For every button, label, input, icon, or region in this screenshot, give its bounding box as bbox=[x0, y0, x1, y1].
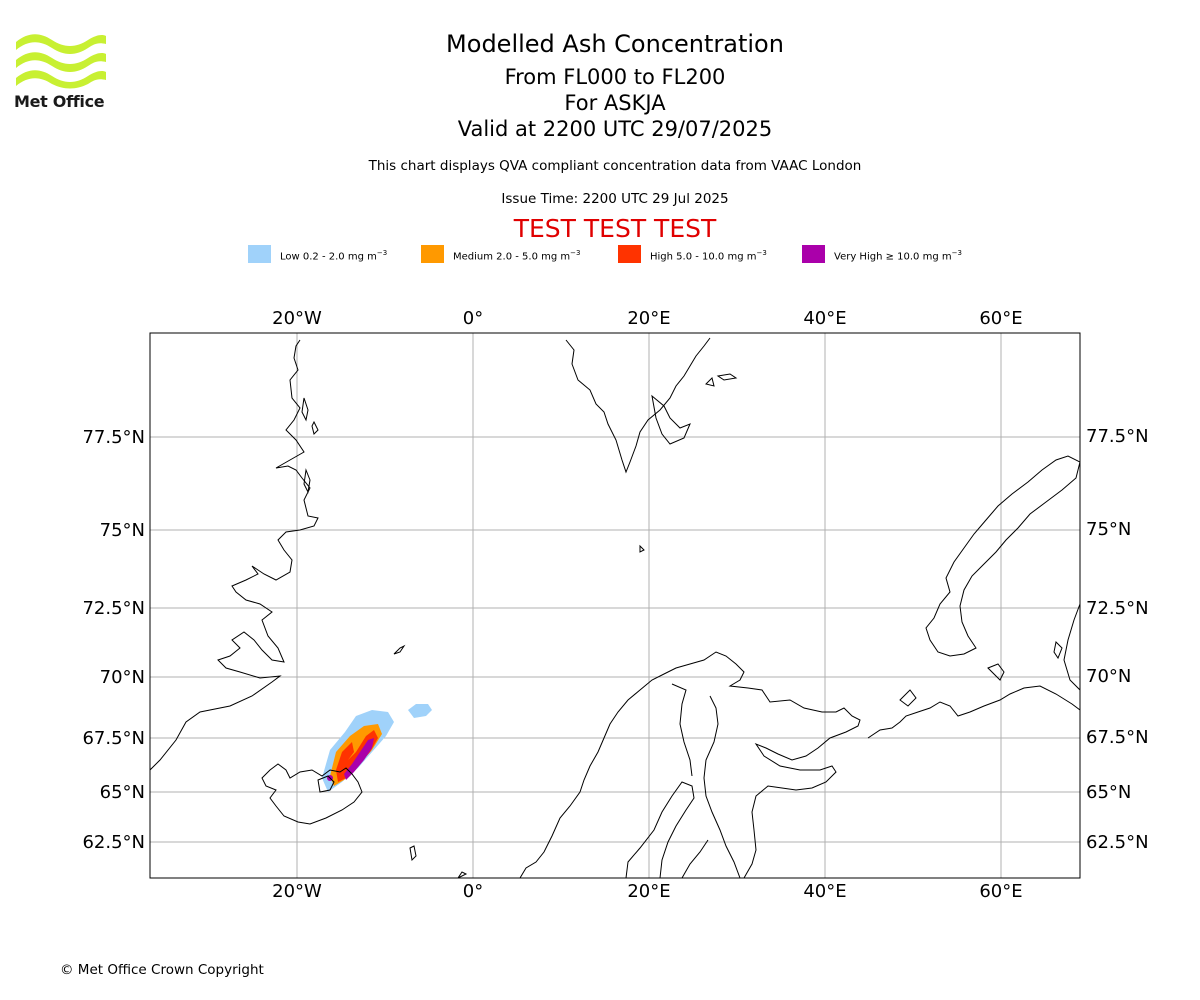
ash-plume bbox=[322, 704, 432, 792]
test-banner: TEST TEST TEST bbox=[513, 214, 717, 243]
met-office-logo-text: Met Office bbox=[14, 92, 105, 111]
legend-exp-very-high: −3 bbox=[951, 249, 962, 257]
bottom-lon-label: 40°E bbox=[803, 881, 846, 902]
met-office-logo: Met Office bbox=[14, 30, 108, 112]
legend-label-high: High 5.0 - 10.0 mg m bbox=[650, 251, 757, 263]
legend-swatch-medium bbox=[421, 245, 444, 263]
coastline-russia bbox=[867, 685, 1080, 739]
coastline-novaya-zemlya bbox=[925, 455, 1080, 657]
flight-level-range: From FL000 to FL200 bbox=[504, 65, 726, 89]
top-lon-label: 0° bbox=[463, 308, 483, 329]
bottom-lon-label: 60°E bbox=[979, 881, 1022, 902]
right-lat-label: 72.5°N bbox=[1086, 598, 1149, 619]
issue-time: Issue Time: 2200 UTC 29 Jul 2025 bbox=[501, 191, 729, 207]
left-lat-label: 70°N bbox=[100, 667, 145, 688]
copyright-notice: © Met Office Crown Copyright bbox=[60, 962, 264, 978]
top-lon-label: 40°E bbox=[803, 308, 846, 329]
bottom-lon-label: 20°E bbox=[627, 881, 670, 902]
met-office-logo-waves bbox=[16, 34, 106, 89]
legend-exp-high: −3 bbox=[756, 249, 767, 257]
right-latitude-labels: 77.5°N 75°N 72.5°N 70°N 67.5°N 65°N 62.5… bbox=[1086, 426, 1149, 853]
coastlines bbox=[150, 337, 1080, 878]
left-lat-label: 65°N bbox=[100, 782, 145, 803]
top-lon-label: 60°E bbox=[979, 308, 1022, 329]
volcano-name: For ASKJA bbox=[564, 91, 666, 115]
chart-title: Modelled Ash Concentration bbox=[446, 30, 784, 58]
map-gridlines bbox=[150, 333, 1080, 878]
right-lat-label: 67.5°N bbox=[1086, 727, 1149, 748]
right-lat-label: 62.5°N bbox=[1086, 832, 1149, 853]
bottom-lon-label: 0° bbox=[463, 881, 483, 902]
legend-label-medium: Medium 2.0 - 5.0 mg m bbox=[453, 251, 571, 263]
legend-swatch-very-high bbox=[802, 245, 825, 263]
bottom-longitude-labels: 20°W 0° 20°E 40°E 60°E bbox=[272, 881, 1022, 902]
top-lon-label: 20°W bbox=[272, 308, 322, 329]
top-longitude-labels: 20°W 0° 20°E 40°E 60°E bbox=[272, 308, 1022, 329]
legend-label-low: Low 0.2 - 2.0 mg m bbox=[280, 251, 377, 263]
coastline-svalbard bbox=[565, 337, 711, 474]
left-lat-label: 75°N bbox=[100, 520, 145, 541]
legend-swatch-low bbox=[248, 245, 271, 263]
right-lat-label: 65°N bbox=[1086, 782, 1131, 803]
ash-low-concentration-patch bbox=[408, 704, 432, 718]
map-frame bbox=[149, 332, 1081, 879]
right-lat-label: 77.5°N bbox=[1086, 426, 1149, 447]
legend-swatch-high bbox=[618, 245, 641, 263]
right-lat-label: 70°N bbox=[1086, 666, 1131, 687]
legend-exp-medium: −3 bbox=[570, 249, 581, 257]
bottom-lon-label: 20°W bbox=[272, 881, 322, 902]
left-lat-label: 77.5°N bbox=[82, 427, 145, 448]
coastline-gulf-of-bothnia bbox=[625, 781, 695, 878]
top-lon-label: 20°E bbox=[627, 308, 670, 329]
right-lat-label: 75°N bbox=[1086, 519, 1131, 540]
left-lat-label: 62.5°N bbox=[82, 832, 145, 853]
left-lat-label: 67.5°N bbox=[82, 728, 145, 749]
coastline-greenland bbox=[150, 339, 319, 771]
left-latitude-labels: 77.5°N 75°N 72.5°N 70°N 67.5°N 65°N 62.5… bbox=[82, 427, 145, 853]
legend-label-very-high: Very High ≥ 10.0 mg m bbox=[834, 251, 952, 263]
valid-time: Valid at 2200 UTC 29/07/2025 bbox=[457, 117, 773, 141]
ash-very-high-concentration bbox=[344, 738, 374, 780]
chart-description: This chart displays QVA compliant concen… bbox=[368, 158, 862, 174]
coastline-scandinavia bbox=[519, 651, 861, 878]
coastline-iceland bbox=[261, 763, 363, 825]
legend-exp-low: −3 bbox=[376, 249, 388, 257]
left-lat-label: 72.5°N bbox=[82, 598, 145, 619]
